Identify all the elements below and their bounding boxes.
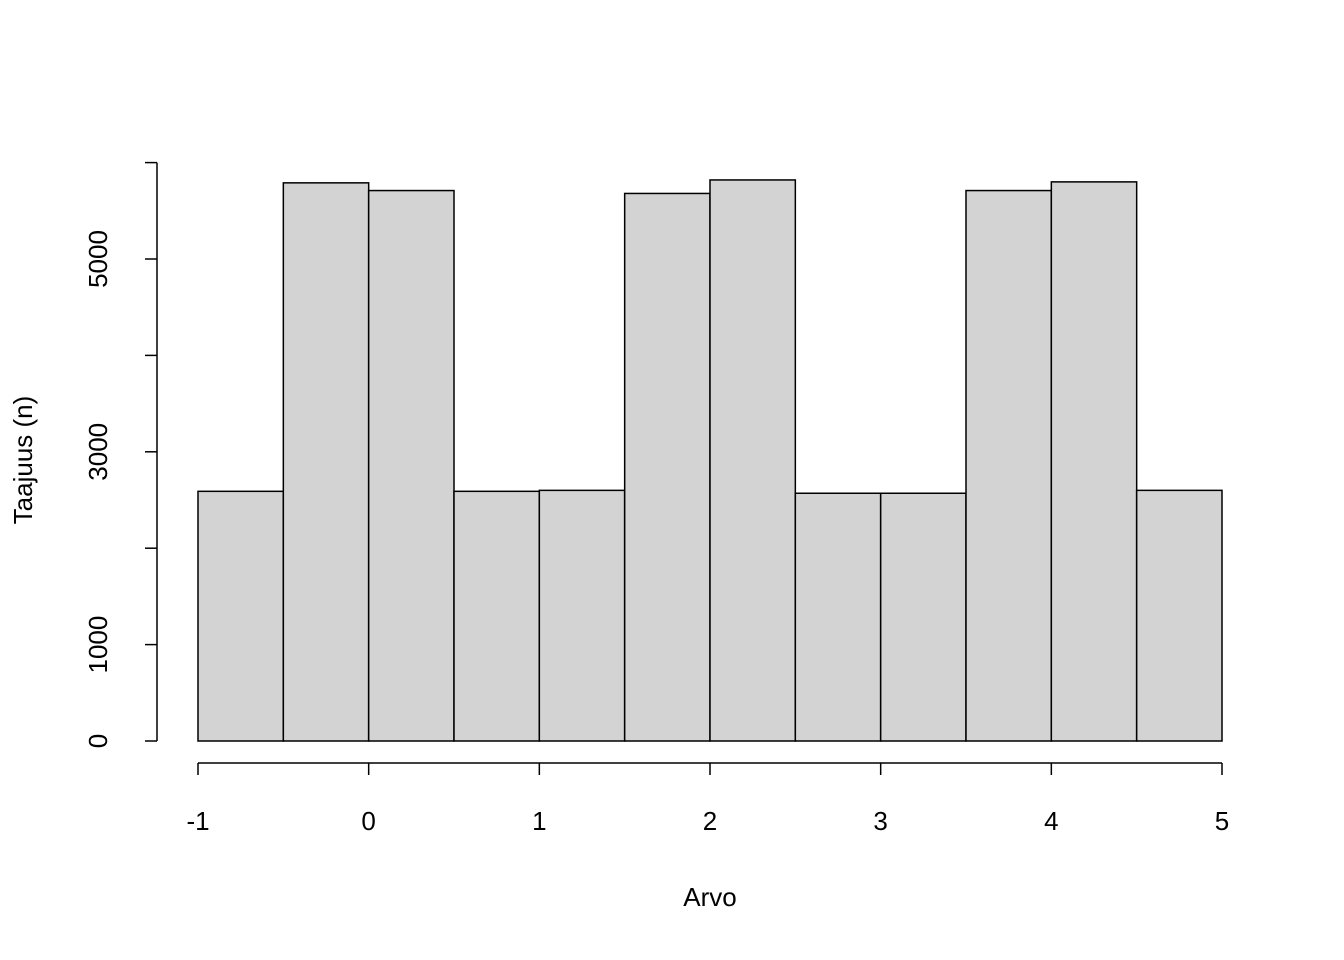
x-tick-label: 4 (1044, 806, 1058, 836)
x-tick-label: 1 (532, 806, 546, 836)
x-tick-label: -1 (186, 806, 209, 836)
y-tick-label: 0 (83, 734, 113, 748)
bar (282, 182, 370, 742)
bar (538, 489, 626, 742)
bar (197, 490, 285, 742)
bar (367, 189, 455, 742)
x-tick-label: 3 (873, 806, 887, 836)
bar (623, 192, 711, 742)
y-tick-label: 1000 (83, 616, 113, 674)
y-axis-label: Taajuus (n) (8, 396, 38, 525)
y-tick-label: 3000 (83, 423, 113, 481)
y-tick-label: 5000 (83, 230, 113, 288)
bar (453, 490, 541, 742)
x-tick-label: 0 (361, 806, 375, 836)
bar (709, 179, 797, 742)
x-tick-label: 2 (703, 806, 717, 836)
bar (794, 492, 882, 742)
bar (1135, 489, 1223, 742)
bar (879, 492, 967, 742)
bar (1050, 181, 1138, 742)
bar (965, 189, 1053, 742)
x-axis-label: Arvo (683, 882, 736, 912)
x-tick-label: 5 (1215, 806, 1229, 836)
